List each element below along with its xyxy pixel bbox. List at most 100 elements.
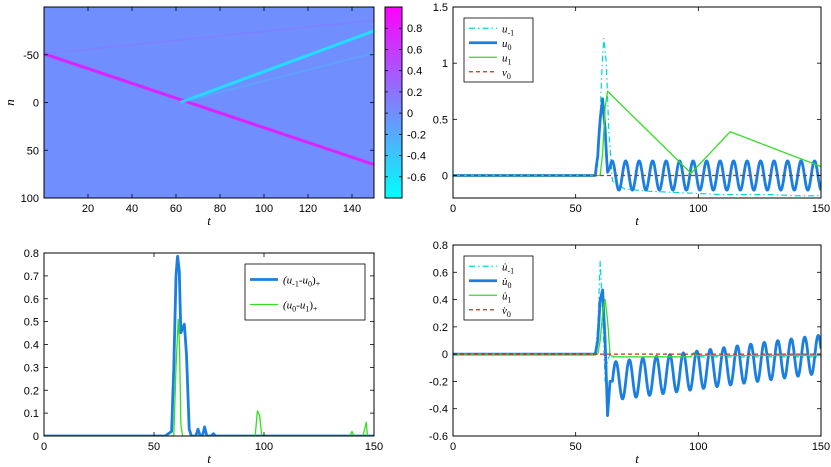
- x-tick-label: 50: [148, 441, 160, 453]
- heatmap-background: [44, 7, 374, 198]
- heatmap-faint-wave-b: [44, 19, 374, 55]
- y-tick-label: 0: [33, 431, 39, 443]
- x-axis-label: t: [207, 213, 211, 228]
- legend-label-part: 0: [292, 305, 296, 314]
- y-tick-label: 0.4: [433, 295, 448, 307]
- x-tick-label: 50: [570, 441, 582, 453]
- y-tick-label: 0.7: [24, 271, 39, 283]
- y-tick-label: -50: [23, 50, 39, 62]
- legend-label-name: u: [502, 38, 508, 50]
- legend-label-part: (u: [283, 275, 293, 287]
- series-line-2: [453, 90, 821, 177]
- x-tick-label: 100: [689, 441, 707, 453]
- y-tick-label: -0.4: [429, 404, 448, 416]
- differences-chart: 0 50 100 15000.10.20.30.40.50.60.70.8t(u-1-…: [24, 248, 383, 466]
- velocity-chart: 0 50 100 150-0.6-0.4-0.200.20.40.60.8tu̇-1u…: [429, 240, 830, 466]
- legend-label-part: -1: [292, 280, 299, 289]
- y-tick-label: 0.8: [433, 240, 448, 252]
- differences-legend: (u-1-u0)+(u0-u1)+: [244, 263, 366, 321]
- legend-label-sub: 0: [507, 310, 511, 319]
- heatmap-faint-wave-a: [180, 51, 374, 104]
- legend-box: [244, 263, 366, 321]
- legend-label-part: 0: [308, 280, 312, 289]
- y-axis-label: n: [2, 99, 17, 106]
- y-tick-label: 100: [21, 193, 39, 205]
- x-tick-label: 150: [812, 203, 830, 215]
- x-tick-label: 100: [255, 203, 273, 215]
- legend-label-sub: 0: [508, 43, 512, 52]
- legend-label-sub: 1: [508, 295, 512, 304]
- legend-label-part: ): [312, 275, 316, 287]
- x-tick-label: 150: [812, 441, 830, 453]
- velocity-plot-area: [453, 260, 821, 417]
- legend-label: v̇0: [502, 305, 511, 319]
- velocity-legend: u̇-1u̇0u̇1v̇0: [463, 255, 534, 321]
- colorbar-tick-label: -0.6: [407, 172, 426, 184]
- legend-label-part: ): [309, 300, 313, 312]
- legend-label: v0: [502, 67, 511, 81]
- velocity-frame: [452, 244, 822, 437]
- x-tick-label: 100: [689, 203, 707, 215]
- legend-label-name: v: [502, 67, 507, 79]
- x-tick-label: 150: [365, 441, 383, 453]
- x-tick-label: 60: [170, 203, 182, 215]
- legend-label-name: u̇: [502, 261, 508, 273]
- legend-label-part: -u: [299, 275, 309, 287]
- legend-label-name: u̇: [502, 276, 508, 288]
- legend-label-sub: 1: [508, 57, 512, 66]
- legend-label: u0: [502, 38, 512, 52]
- legend-label-name: u: [502, 52, 508, 64]
- x-tick-label: 0: [41, 441, 47, 453]
- series-line-1: [453, 97, 821, 192]
- legend-label-name: u̇: [502, 290, 508, 302]
- series-line-0: [453, 37, 821, 197]
- y-tick-label: 50: [27, 145, 39, 157]
- y-tick-label: 0.5: [24, 317, 39, 329]
- legend-label: (u0-u1)+: [283, 300, 318, 314]
- legend-label-sub: 0: [508, 281, 512, 290]
- x-tick-label: 140: [343, 203, 361, 215]
- legend-label: (u-1-u0)+: [283, 275, 321, 289]
- legend-box: [463, 255, 534, 321]
- y-tick-label: 0: [442, 349, 448, 361]
- displacement-frame: [452, 6, 822, 199]
- legend-label: u̇0: [502, 276, 512, 290]
- legend-label-name: u: [502, 23, 508, 35]
- x-tick-label: 40: [126, 203, 138, 215]
- legend-label: u1: [502, 52, 512, 66]
- legend-label-part: (u: [283, 300, 293, 312]
- y-tick-label: 0.6: [433, 267, 448, 279]
- x-tick-label: 50: [570, 203, 582, 215]
- x-axis-label: t: [207, 451, 211, 466]
- heatmap-incoming-wave: [44, 52, 374, 166]
- y-tick-label: 0.1: [24, 408, 39, 420]
- legend-label-part: +: [313, 305, 318, 314]
- y-tick-label: 0.2: [24, 385, 39, 397]
- x-axis-label: t: [635, 213, 639, 228]
- colorbar-tick-label: -0.2: [407, 129, 426, 141]
- legend-label: u̇1: [502, 290, 512, 304]
- x-tick-label: 120: [299, 203, 317, 215]
- x-tick-label: 100: [255, 441, 273, 453]
- legend-label: u-1: [502, 23, 514, 37]
- colorbar-tick-label: 0: [407, 108, 413, 120]
- y-tick-label: -0.6: [429, 431, 448, 443]
- heatmap-field: [44, 19, 374, 166]
- y-tick-label: 0.8: [24, 248, 39, 260]
- legend-label-part: +: [316, 280, 321, 289]
- x-tick-label: 0: [450, 441, 456, 453]
- series-line-1: [44, 318, 374, 436]
- x-tick-label: 20: [82, 203, 94, 215]
- y-tick-label: 0.3: [24, 362, 39, 374]
- colorbar: 0.8 0.6 0.4 0.2 0 -0.2 -0.4 -0.6: [384, 6, 426, 199]
- y-tick-label: 0: [442, 171, 448, 183]
- x-tick-label: 0: [450, 203, 456, 215]
- legend-label-name: v̇: [502, 305, 507, 317]
- colorbar-body: [384, 6, 403, 199]
- displacement-plot-area: [453, 37, 821, 197]
- colorbar-tick-label: 0.2: [407, 87, 422, 99]
- x-axis-label: t: [635, 451, 639, 466]
